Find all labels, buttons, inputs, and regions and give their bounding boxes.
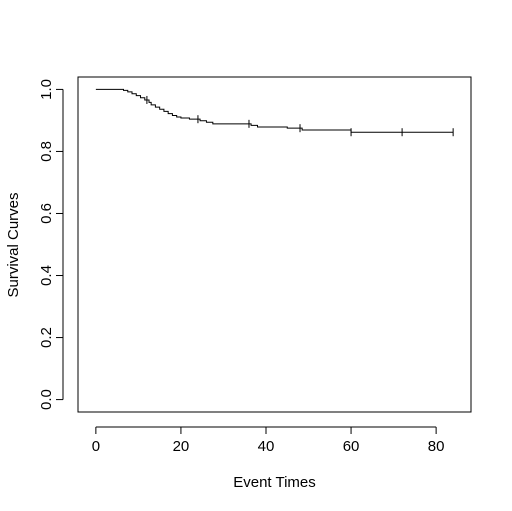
x-tick-label: 60 <box>343 438 360 455</box>
y-tick-label: 0.4 <box>38 265 55 286</box>
x-tick-label: 0 <box>92 438 100 455</box>
y-tick-label: 0.2 <box>38 327 55 348</box>
y-tick-label: 0.8 <box>38 141 55 162</box>
x-tick-label: 80 <box>428 438 445 455</box>
censor-marks <box>146 95 454 137</box>
survival-curve-line <box>95 88 454 133</box>
x-axis: 0 20 40 60 80 <box>92 426 445 455</box>
x-tick-label: 40 <box>258 438 275 455</box>
y-axis-label: Survival Curves <box>5 192 22 297</box>
y-tick-label: 1.0 <box>38 79 55 100</box>
y-axis: 0.0 0.2 0.4 0.6 0.8 1.0 <box>38 79 64 410</box>
x-axis-label: Event Times <box>233 474 316 491</box>
plot-frame <box>77 76 472 413</box>
y-tick-label: 0.0 <box>38 389 55 410</box>
y-tick-label: 0.6 <box>38 203 55 224</box>
x-tick-label: 20 <box>173 438 190 455</box>
